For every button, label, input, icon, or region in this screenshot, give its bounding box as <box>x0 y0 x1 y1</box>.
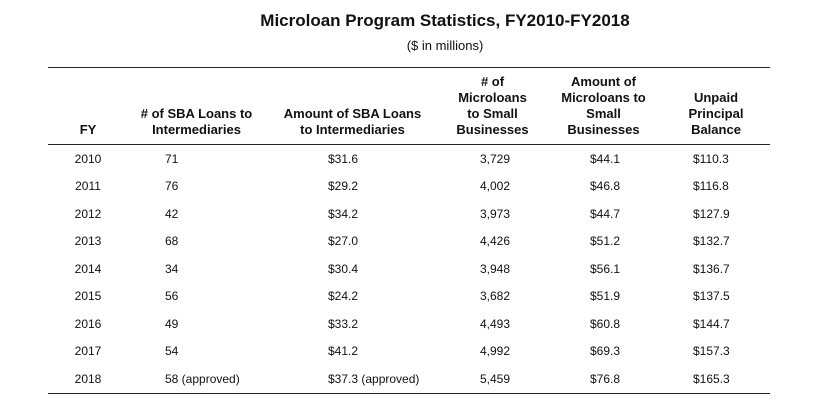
table-cell: $34.2 <box>328 206 359 221</box>
table-cell: 49 <box>165 316 179 331</box>
table-cell: $127.9 <box>693 206 730 221</box>
table-cell: $37.3 (approved) <box>265 365 440 394</box>
column-header: FY <box>48 67 128 145</box>
table-cell: 2013 <box>74 234 102 249</box>
column-header-text: # of SBA Loans to Intermediaries <box>140 106 253 137</box>
table-cell: 4,426 <box>480 234 511 249</box>
table-cell: $157.3 <box>693 344 730 359</box>
table-cell: $46.8 <box>590 179 621 194</box>
column-header: Amount of Microloans to Small Businesses <box>545 67 662 145</box>
table-cell: 42 <box>165 206 179 221</box>
table-cell: $60.8 <box>590 316 621 331</box>
table-row: 2015 56 $24.2 3,682 $51.9 $137.5 <box>48 283 770 311</box>
table-cell: 2011 <box>75 179 101 194</box>
table-cell: $136.7 <box>693 261 730 276</box>
table-cell: $44.7 <box>590 206 621 221</box>
column-header-text: FY <box>79 122 97 137</box>
table-cell: $69.3 <box>590 344 621 359</box>
column-header-text: Amount of Microloans to Small Businesses <box>561 74 646 137</box>
table-cell: $31.6 <box>328 151 359 166</box>
table-cell: 54 <box>165 344 179 359</box>
table-cell: 76 <box>165 179 179 194</box>
header-row: FY # of SBA Loans to Intermediaries Amount… <box>48 67 770 145</box>
table-row: 2012 42 $34.2 3,973 $44.7 $127.9 <box>48 200 770 228</box>
title: Microloan Program Statistics, FY2010-FY2… <box>260 11 630 30</box>
column-header: # of SBA Loans to Intermediaries <box>128 67 265 145</box>
table-cell: 2010 <box>74 151 102 166</box>
table-cell: $29.2 <box>328 179 359 194</box>
table-cell: 34 <box>165 261 179 276</box>
table-cell: $24.2 <box>328 289 359 304</box>
table-cell: 2014 <box>74 261 102 276</box>
table-cell: $30.4 <box>328 261 359 276</box>
table-cell: 3,729 <box>480 151 511 166</box>
table-cell: $132.7 <box>693 234 730 249</box>
table-cell: 71 <box>165 151 179 166</box>
table-cell: $33.2 <box>328 316 359 331</box>
table-row: 2018 58 (approved) $37.3 (approved) 5,459 $7… <box>48 365 770 394</box>
table-cell: 2018 <box>48 365 128 394</box>
table-cell: $137.5 <box>693 289 730 304</box>
table-row: 2011 76 $29.2 4,002 $46.8 $116.8 <box>48 173 770 201</box>
table-cell: 58 (approved) <box>128 365 265 394</box>
table-header: FY # of SBA Loans to Intermediaries Amount… <box>48 67 770 145</box>
column-header-text: Unpaid Principal Balance <box>688 90 744 137</box>
table-cell: $51.2 <box>590 234 621 249</box>
table-cell: $27.0 <box>328 234 359 249</box>
table-cell: 4,992 <box>480 344 511 359</box>
table-row: 2016 49 $33.2 4,493 $60.8 $144.7 <box>48 310 770 338</box>
table-row: 2010 71 $31.6 3,729 $44.1 $110.3 <box>48 145 770 173</box>
table-cell: $51.9 <box>590 289 621 304</box>
table-cell: $56.1 <box>590 261 621 276</box>
table-cell: 68 <box>165 234 179 249</box>
table-cell: 3,973 <box>480 206 511 221</box>
table-row: 2017 54 $41.2 4,992 $69.3 $157.3 <box>48 338 770 366</box>
column-header: Unpaid Principal Balance <box>662 67 770 145</box>
statistics-table: FY # of SBA Loans to Intermediaries Amount… <box>48 67 770 394</box>
column-header: Amount of SBA Loans to Intermediaries <box>265 67 440 145</box>
table-cell: $44.1 <box>590 151 621 166</box>
table-cell: 2016 <box>74 316 102 331</box>
table-cell: 2017 <box>74 344 102 359</box>
table-row: 2014 34 $30.4 3,948 $56.1 $136.7 <box>48 255 770 283</box>
table-cell: 4,493 <box>480 316 511 331</box>
table-row: 2013 68 $27.0 4,426 $51.2 $132.7 <box>48 228 770 256</box>
column-header-text: Amount of SBA Loans to Intermediaries <box>283 106 422 137</box>
table-cell: 3,682 <box>480 289 511 304</box>
table-cell: $41.2 <box>328 344 359 359</box>
table-cell: $116.8 <box>693 179 729 194</box>
table-cell: 3,948 <box>480 261 511 276</box>
table-cell: 5,459 <box>440 365 545 394</box>
table-cell: 2012 <box>74 206 102 221</box>
column-header-text: # of Microloans to Small Businesses <box>456 74 529 137</box>
table-body: 2010 71 $31.6 3,729 $44.1 $110.3 2011 76 $29.2 4,… <box>48 145 770 394</box>
table-cell: 2015 <box>74 289 102 304</box>
table-cell: $165.3 <box>662 365 770 394</box>
table-cell: $76.8 <box>545 365 662 394</box>
subtitle: ($ in millions) <box>406 38 484 53</box>
table-cell: 56 <box>165 289 179 304</box>
table-cell: $144.7 <box>693 316 730 331</box>
table-cell: 4,002 <box>480 179 511 194</box>
column-header: # of Microloans to Small Businesses <box>440 67 545 145</box>
table-cell: $110.3 <box>693 151 729 166</box>
